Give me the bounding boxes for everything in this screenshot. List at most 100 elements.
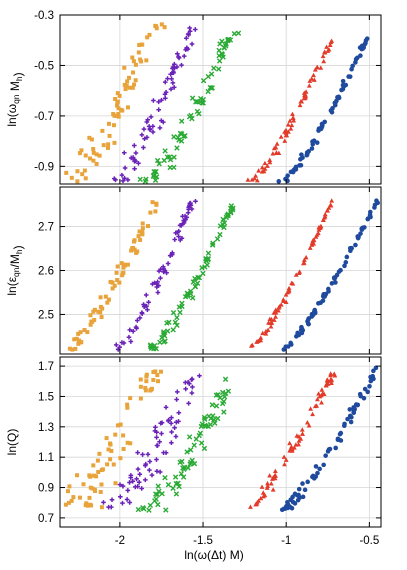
- data-point-series-4: [321, 58, 327, 64]
- data-point-series-3: [197, 98, 203, 105]
- data-point-series-3: [221, 220, 228, 226]
- data-point-series-3: [155, 483, 161, 489]
- data-point-series-3: [147, 502, 154, 509]
- data-point-series-1: [91, 158, 96, 163]
- data-point-series-2: [165, 76, 170, 81]
- data-point-series-1: [112, 140, 117, 145]
- data-point-series-5: [368, 374, 373, 380]
- data-point-series-2: [184, 35, 189, 41]
- data-point-series-1: [115, 91, 120, 96]
- data-point-series-1: [67, 484, 72, 489]
- data-point-series-1: [88, 485, 93, 490]
- data-point-series-4: [267, 473, 273, 478]
- data-point-series-2: [158, 420, 163, 426]
- data-point-series-1: [140, 42, 145, 47]
- data-point-series-4: [283, 292, 289, 297]
- data-point-series-1: [103, 294, 108, 299]
- data-point-series-4: [317, 393, 323, 399]
- x-axis-title: ln(ω(Δt) M): [184, 548, 243, 562]
- data-point-series-2: [137, 315, 143, 321]
- data-point-series-4: [259, 165, 265, 170]
- data-point-series-2: [127, 480, 132, 485]
- data-point-series-2: [182, 213, 188, 219]
- y-tick-label: 1.5: [38, 391, 54, 403]
- data-point-series-5: [296, 486, 302, 492]
- data-point-series-3: [181, 466, 187, 473]
- data-point-series-3: [152, 177, 159, 184]
- data-point-series-1: [115, 264, 120, 269]
- data-point-series-2: [109, 497, 115, 503]
- data-point-series-1: [115, 99, 120, 104]
- data-point-series-2: [153, 424, 158, 430]
- data-point-series-1: [121, 265, 126, 270]
- data-point-series-5: [332, 276, 337, 282]
- data-point-series-4: [269, 320, 275, 325]
- data-point-series-1: [94, 161, 99, 166]
- data-point-series-2: [120, 483, 126, 489]
- data-point-series-2: [125, 177, 131, 183]
- data-point-series-4: [319, 400, 324, 405]
- data-point-series-4: [310, 411, 315, 417]
- data-point-series-5: [347, 407, 353, 412]
- data-point-series-1: [88, 502, 93, 507]
- data-point-series-2: [183, 386, 188, 392]
- data-point-series-4: [307, 245, 313, 250]
- data-point-series-1: [112, 283, 117, 288]
- data-point-series-2: [187, 203, 192, 209]
- data-point-series-1: [130, 55, 135, 60]
- data-point-series-4: [306, 423, 312, 428]
- data-point-series-5: [312, 310, 317, 315]
- data-point-series-2: [136, 479, 142, 485]
- data-point-series-4: [297, 102, 303, 108]
- data-point-series-1: [132, 82, 137, 87]
- data-point-series-4: [256, 168, 262, 173]
- y-axis-title: ln(ωqn Mh): [5, 72, 25, 126]
- data-point-series-5: [311, 138, 317, 144]
- data-point-series-2: [128, 475, 134, 480]
- data-point-series-3: [175, 134, 181, 141]
- data-point-series-5: [359, 227, 365, 232]
- data-point-series-2: [162, 91, 168, 97]
- data-point-series-1: [132, 238, 137, 243]
- data-point-series-1: [88, 474, 93, 479]
- data-point-series-2: [169, 415, 174, 420]
- data-point-series-1: [100, 306, 105, 311]
- data-point-series-4: [276, 303, 282, 309]
- data-point-series-1: [110, 280, 115, 285]
- data-point-series-3: [191, 460, 198, 467]
- data-point-series-1: [72, 337, 77, 342]
- data-point-series-5: [352, 406, 357, 412]
- data-point-series-2: [171, 85, 177, 90]
- data-point-series-2: [163, 95, 168, 101]
- data-point-series-1: [115, 278, 120, 283]
- data-point-series-1: [63, 502, 68, 507]
- data-point-series-4: [289, 122, 295, 128]
- data-point-series-1: [108, 279, 113, 284]
- data-point-series-3: [199, 265, 205, 271]
- data-point-series-1: [131, 59, 136, 64]
- data-point-series-4: [320, 217, 326, 223]
- data-point-series-1: [138, 384, 143, 389]
- data-point-series-2: [120, 178, 126, 184]
- data-point-series-5: [335, 436, 341, 442]
- data-point-series-2: [119, 340, 125, 345]
- data-point-series-4: [326, 205, 332, 210]
- data-point-series-3: [222, 376, 229, 382]
- data-point-series-2: [181, 220, 187, 226]
- data-point-series-1: [138, 237, 143, 242]
- data-point-series-2: [165, 261, 171, 266]
- data-point-series-1: [138, 377, 143, 382]
- data-point-series-5: [283, 176, 289, 181]
- data-point-series-5: [349, 414, 354, 420]
- data-point-series-2: [179, 235, 185, 241]
- data-point-series-2: [137, 472, 143, 477]
- data-point-series-1: [159, 22, 164, 27]
- data-point-series-1: [125, 262, 130, 267]
- data-point-series-5: [306, 316, 311, 322]
- data-point-series-2: [136, 160, 141, 166]
- data-point-series-1: [129, 248, 134, 253]
- data-point-series-5: [288, 342, 294, 347]
- data-point-series-1: [126, 75, 131, 80]
- data-point-series-2: [187, 28, 193, 34]
